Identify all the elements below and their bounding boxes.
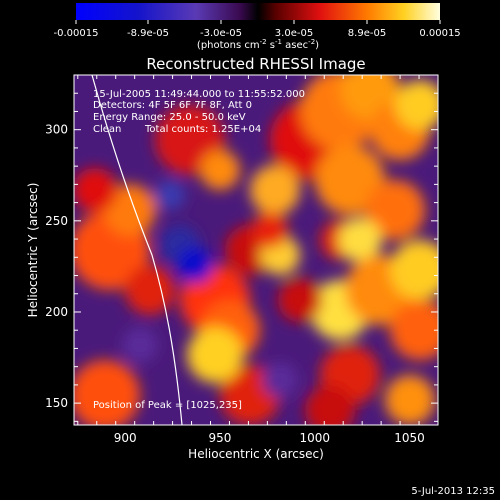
colorbar-tick-label: 0.00015: [419, 28, 460, 39]
x-tick-label: 1000: [299, 431, 330, 445]
plot-frame: [73, 74, 439, 426]
footer-date: 5-Jul-2013 12:35: [411, 486, 495, 497]
annotation-clean: Clean: [93, 124, 121, 135]
y-axis: 150 200 250 300: [45, 74, 438, 422]
annotations: 15-Jul-2005 11:49:44.000 to 11:55:52.000…: [93, 89, 305, 411]
annotation-detectors: Detectors: 4F 5F 6F 7F 8F, Att 0: [93, 100, 252, 111]
colorbar-tick-label: -3.0e-05: [200, 28, 242, 39]
solar-limb: [91, 75, 183, 425]
colorbar-ticks: -0.00015 -8.9e-05 -3.0e-05 3.0e-05 8.9e-05 0.…: [54, 20, 461, 39]
heatmap-image: [74, 75, 438, 425]
x-tick-label: 900: [114, 431, 137, 445]
x-tick-label: 950: [209, 431, 232, 445]
y-axis-label: Heliocentric Y (arcsec): [26, 183, 40, 318]
colorbar: [76, 3, 440, 20]
colorbar-tick-label: -0.00015: [54, 28, 99, 39]
x-axis-label: Heliocentric X (arcsec): [188, 447, 324, 461]
annotation-energy: Energy Range: 25.0 - 50.0 keV: [93, 112, 246, 123]
colorbar-tick-label: -8.9e-05: [127, 28, 169, 39]
chart-title: Reconstructed RHESSI Image: [146, 55, 365, 73]
y-tick-label: 150: [45, 396, 68, 410]
y-tick-label: 300: [45, 123, 68, 137]
annotation-time: 15-Jul-2005 11:49:44.000 to 11:55:52.000: [93, 89, 305, 100]
y-tick-label: 250: [45, 214, 68, 228]
peak-label: Position of Peak = [1025,235]: [93, 400, 242, 411]
x-tick-label: 1050: [394, 431, 425, 445]
annotation-counts: Total counts: 1.25E+04: [144, 124, 261, 135]
colorbar-tick-label: 3.0e-05: [275, 28, 313, 39]
colorbar-tick-label: 8.9e-05: [348, 28, 386, 39]
colorbar-units: (photons cm-2 s-1 asec-2): [197, 38, 319, 51]
x-axis: 900 950 1000 1050: [77, 75, 439, 445]
y-tick-label: 200: [45, 305, 68, 319]
